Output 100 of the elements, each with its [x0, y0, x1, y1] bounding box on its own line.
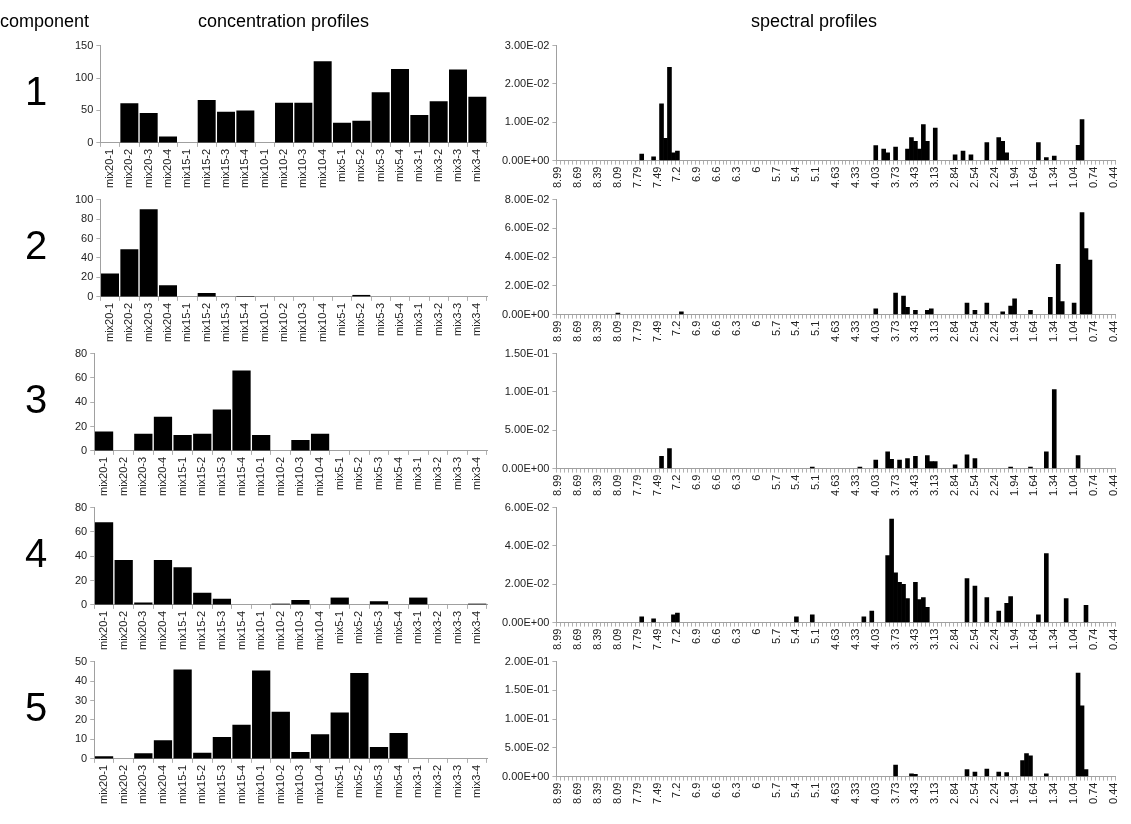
x-tick-label: 6.3 [729, 320, 742, 336]
bar [651, 618, 656, 623]
x-tick-label: 3.43 [908, 628, 921, 651]
bar [893, 292, 898, 315]
x-tick-label: mix15-2 [195, 764, 208, 804]
x-tick-label: 8.39 [591, 474, 604, 497]
x-tick-label: 4.33 [848, 782, 861, 805]
x-tick-label: 5.7 [769, 474, 782, 490]
x-tick-label: 0.74 [1086, 474, 1099, 497]
x-tick-label: 8.99 [551, 628, 564, 651]
x-tick-label: mix15-1 [175, 456, 188, 496]
bar [1000, 311, 1006, 315]
x-tick-label: mix15-2 [195, 456, 208, 496]
x-tick-label: mix10-3 [296, 302, 309, 342]
y-tick-label: 30 [74, 693, 88, 706]
x-tick-label: 3.73 [888, 628, 901, 651]
bar [134, 753, 153, 759]
x-tick-label: mix10-4 [315, 302, 328, 342]
x-tick-label: mix10-2 [273, 764, 286, 804]
x-tick-label: 8.99 [551, 320, 564, 343]
x-tick-label: mix10-1 [257, 302, 270, 342]
x-tick-label: 7.79 [630, 474, 643, 497]
x-tick-label: 8.39 [591, 320, 604, 343]
x-tick-label: mix3-1 [411, 610, 424, 644]
x-tick-label: 0.74 [1086, 320, 1099, 343]
bar [1036, 142, 1041, 161]
bar [1055, 263, 1061, 315]
x-tick-label: mix20-2 [116, 764, 129, 804]
x-tick-label: mix3-2 [430, 456, 443, 490]
x-tick-label: 7.79 [630, 166, 643, 189]
x-tick-label: 1.34 [1047, 166, 1060, 189]
bar [921, 124, 926, 161]
bar [94, 431, 114, 451]
x-tick-label: 1.64 [1027, 782, 1040, 805]
x-tick-label: 7.2 [670, 320, 683, 336]
x-tick-label: mix3-3 [450, 456, 463, 490]
x-tick-label: 5.7 [769, 782, 782, 798]
x-tick-label: mix15-1 [175, 764, 188, 804]
x-tick-label: mix10-2 [273, 610, 286, 650]
x-tick-label: 6 [749, 628, 762, 635]
x-tick-label: mix15-2 [199, 302, 212, 342]
y-tick-label: 40 [74, 549, 88, 562]
x-tick-label: 1.04 [1067, 782, 1080, 805]
y-tick-label: 10 [74, 732, 88, 745]
y-tick-label: 1.00E-01 [504, 712, 550, 725]
y-tick-label: 5.00E-02 [504, 423, 550, 436]
bar [809, 614, 815, 623]
x-tick-label: 7.49 [650, 628, 663, 651]
x-tick-label: mix3-1 [411, 456, 424, 490]
x-tick-label: 1.94 [1007, 782, 1020, 805]
x-tick-label: 4.33 [848, 474, 861, 497]
x-tick-label: 8.99 [551, 474, 564, 497]
x-tick-label: mix5-4 [393, 302, 406, 336]
x-tick-label: 1.34 [1047, 474, 1060, 497]
bar [651, 156, 656, 161]
x-tick-label: 1.04 [1067, 474, 1080, 497]
x-tick-label: 2.24 [987, 628, 1000, 651]
x-tick-label: 6.6 [710, 782, 723, 798]
x-tick-label: 2.54 [967, 320, 980, 343]
x-tick-label: 1.04 [1067, 166, 1080, 189]
x-tick-label: 5.4 [789, 320, 802, 336]
x-tick-label: mix3-4 [470, 764, 483, 798]
bar [913, 773, 918, 777]
x-tick-label: mix20-3 [141, 302, 154, 342]
x-tick-label: mix10-4 [313, 764, 326, 804]
x-tick-label: mix15-4 [234, 610, 247, 650]
x-tick-label: mix3-4 [470, 302, 483, 336]
x-tick-label: mix15-4 [234, 764, 247, 804]
x-tick-label: mix10-4 [315, 148, 328, 188]
x-tick-label: 6.6 [710, 320, 723, 336]
x-tick-label: 4.63 [829, 320, 842, 343]
x-tick-label: 3.13 [928, 320, 941, 343]
text: component [0, 10, 90, 32]
y-tick-label: 60 [81, 231, 94, 244]
x-tick-label: 3.43 [908, 166, 921, 189]
x-tick-label: mix3-2 [431, 302, 444, 336]
x-tick-label: mix20-4 [156, 456, 168, 496]
y-tick-label: 80 [81, 212, 94, 225]
x-tick-label: 4.03 [868, 782, 881, 805]
x-tick-label: 6.6 [710, 628, 723, 644]
bar [996, 771, 1002, 777]
x-tick-label: 6 [749, 474, 762, 481]
x-tick-label: 3.73 [888, 166, 901, 189]
bar [1028, 309, 1033, 315]
x-tick-label: 0.44 [1106, 782, 1119, 805]
x-tick-label: mix10-2 [277, 148, 290, 188]
bar [1044, 773, 1049, 777]
bar [996, 610, 1002, 623]
x-tick-label: 5.1 [809, 474, 822, 490]
x-tick-label: 5.4 [789, 474, 802, 490]
x-tick-label: 6.6 [710, 474, 723, 490]
x-tick-label: mix20-4 [156, 610, 168, 650]
bar [1051, 155, 1057, 161]
bar [659, 103, 664, 161]
bar [893, 764, 898, 777]
x-tick-label: mix3-3 [451, 302, 464, 336]
x-tick-label: mix15-3 [219, 302, 232, 342]
x-tick-label: 0.74 [1086, 166, 1099, 189]
y-tick-label: 0.00E+00 [502, 769, 550, 782]
bar [869, 610, 875, 623]
